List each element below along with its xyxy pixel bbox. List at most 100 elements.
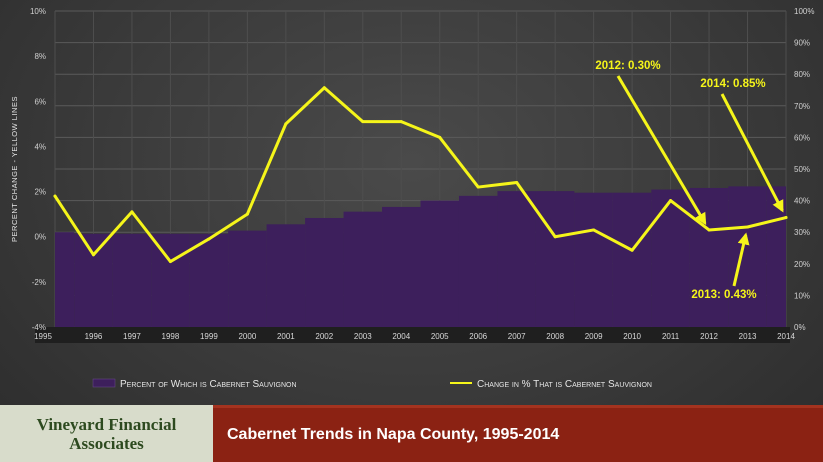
y-left-axis-label: PERCENT CHANGE - YELLOW LINES	[10, 96, 19, 242]
y-right-tick-8: 80%	[794, 70, 810, 79]
x-tick-label-2011: 2011	[662, 332, 680, 341]
line-point-1995	[53, 194, 57, 198]
line-point-2003	[361, 120, 365, 124]
x-tick-label-2010: 2010	[623, 332, 641, 341]
x-tick-label-2012: 2012	[700, 332, 718, 341]
annotation-arrow-2013	[732, 232, 750, 287]
line-point-2006	[476, 185, 480, 189]
area-segment-2008	[535, 191, 575, 327]
area-segment-1995	[55, 232, 75, 327]
area-segment-2007	[497, 191, 536, 327]
x-tick-label-2001: 2001	[277, 332, 295, 341]
y-right-tick-0: 0%	[794, 323, 806, 332]
axes: 1995 1996 1997 1998 1999 2000 2001 2002 2003 2004…	[10, 7, 814, 343]
slide-title: Cabernet Trends in Napa County, 1995-201…	[227, 426, 560, 443]
line-point-2014	[784, 216, 788, 220]
x-tick-label-2006: 2006	[469, 332, 487, 341]
line-point-2005	[438, 135, 442, 139]
area-segment-2002	[305, 217, 344, 327]
y-right-tick-7: 70%	[794, 102, 810, 111]
annotation-label-2013: 2013: 0.43%	[691, 289, 756, 301]
chart: 1995 1996 1997 1998 1999 2000 2001 2002 2003 2004…	[10, 7, 814, 390]
annotation-arrow-2014	[720, 93, 784, 213]
line-point-2004	[399, 120, 403, 124]
annotation-label-2014: 2014: 0.85%	[700, 78, 765, 90]
line-point-2002	[322, 86, 326, 90]
area-segment-2013	[728, 186, 767, 327]
y-left-tick-5: 6%	[34, 97, 46, 106]
x-tick-label-2002: 2002	[315, 332, 333, 341]
x-tick-label-1995: 1995	[34, 332, 52, 341]
line-series-change	[53, 86, 788, 264]
area-series-cabernet-percent	[55, 186, 786, 327]
y-left-tick-6: 8%	[34, 52, 46, 61]
x-tick-label-2005: 2005	[431, 332, 449, 341]
area-segment-2006	[458, 195, 498, 327]
x-tick-label-1997: 1997	[123, 332, 141, 341]
line-point-2011	[669, 199, 673, 203]
line-point-1996	[91, 253, 95, 257]
x-tick-label-1998: 1998	[162, 332, 180, 341]
y-right-tick-5: 50%	[794, 165, 810, 174]
area-segment-2011	[651, 189, 690, 327]
x-tick-label-2014: 2014	[777, 332, 795, 341]
x-tick-label-1996: 1996	[85, 332, 103, 341]
legend-label-area: Percent of Which is Cabernet Sauvignon	[120, 379, 297, 390]
legend-label-line: Change in % That is Cabernet Sauvignon	[477, 379, 652, 390]
y-right-tick-10: 100%	[794, 7, 814, 16]
area-segment-2000	[228, 230, 267, 327]
y-left-tick-2: 0%	[34, 233, 46, 242]
y-right-tick-9: 90%	[794, 39, 810, 48]
area-segment-2001	[266, 224, 306, 327]
brand-line-2: Associates	[69, 433, 144, 453]
area-segment-2004	[382, 206, 421, 327]
x-tick-label-2004: 2004	[392, 332, 410, 341]
title-bar: Cabernet Trends in Napa County, 1995-201…	[213, 405, 823, 462]
x-tick-label-2007: 2007	[508, 332, 526, 341]
line-point-1997	[130, 210, 134, 214]
y-right-tick-6: 60%	[794, 133, 810, 142]
y-right-tick-4: 40%	[794, 197, 810, 206]
line-change-percent	[53, 86, 788, 264]
line-point-2007	[515, 181, 519, 185]
line-point-2012	[707, 228, 711, 232]
line-point-1999	[207, 237, 211, 241]
footer: Vineyard Financial Associates Cabernet T…	[0, 405, 823, 462]
y-left-tick-7: 10%	[30, 7, 46, 16]
y-left-tick-1: -2%	[32, 278, 46, 287]
annotations: 2012: 0.30% 2014: 0.85% 2013: 0.43%	[595, 60, 784, 301]
area-segment-2009	[574, 192, 613, 327]
brand-logo: Vineyard Financial Associates	[0, 405, 213, 462]
area-segment-2003	[343, 211, 383, 327]
brand-line-1: Vineyard Financial	[36, 414, 177, 434]
x-axis-strip	[35, 327, 790, 343]
area-segment-1998	[151, 233, 190, 327]
area-segment-2014	[766, 186, 786, 327]
area-segment-1999	[189, 233, 229, 327]
line-point-2000	[245, 212, 249, 216]
y-left-tick-4: 4%	[34, 142, 46, 151]
y-left-tick-3: 2%	[34, 188, 46, 197]
area-segment-2010	[612, 192, 652, 327]
area-segment-1997	[112, 233, 152, 327]
annotation-arrow-2012	[616, 75, 707, 226]
y-left-tick-0: -4%	[32, 323, 46, 332]
legend: Percent of Which is Cabernet Sauvignon Ch…	[92, 378, 652, 390]
y-right-tick-1: 10%	[794, 291, 810, 300]
line-point-2009	[592, 228, 596, 232]
y-right-tick-3: 30%	[794, 228, 810, 237]
y-right-tick-2: 20%	[794, 260, 810, 269]
line-point-1998	[168, 260, 172, 264]
legend-swatch-area	[92, 378, 116, 388]
x-tick-label-2003: 2003	[354, 332, 372, 341]
line-point-2001	[284, 122, 288, 126]
x-tick-label-2000: 2000	[238, 332, 256, 341]
annotation-label-2012: 2012: 0.30%	[595, 60, 660, 72]
line-point-2013	[746, 225, 750, 229]
line-point-2010	[630, 248, 634, 252]
x-tick-label-2013: 2013	[739, 332, 757, 341]
area-segment-1996	[74, 233, 113, 327]
line-point-2008	[553, 235, 557, 239]
area-segment-2005	[420, 200, 459, 327]
